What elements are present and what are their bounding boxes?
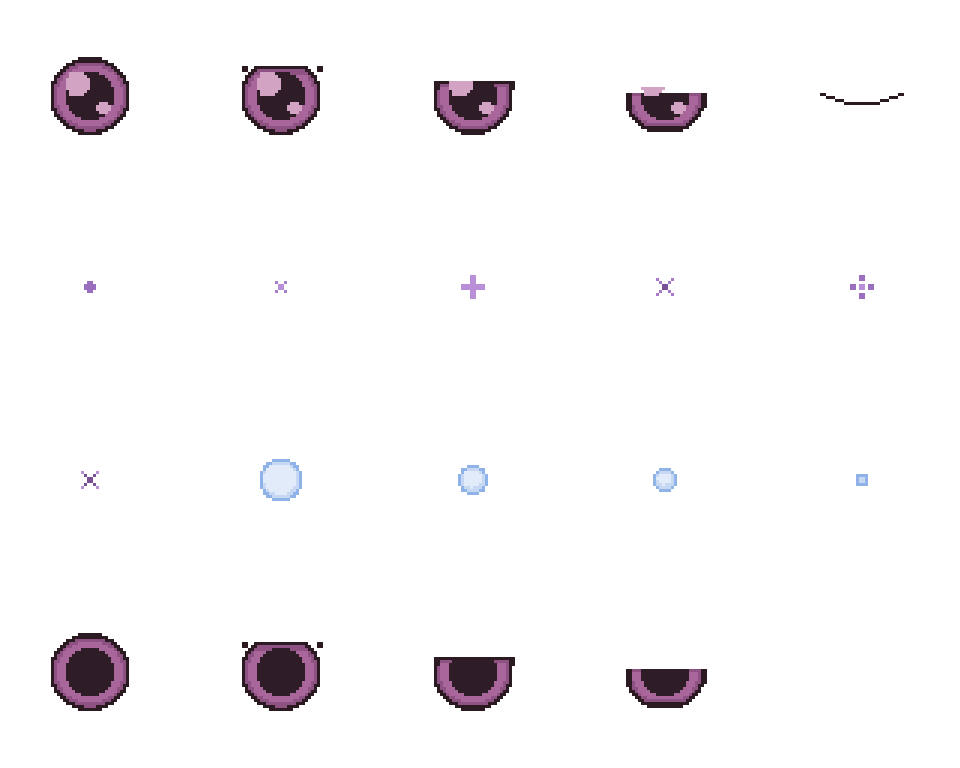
- eye-plain-open-three-quarter: [233, 624, 329, 720]
- sparkle-large-plus: [455, 269, 491, 305]
- sparkle-four-point-star: [844, 269, 880, 305]
- bubble-large: [257, 456, 305, 504]
- eye-plain-half-closed: [425, 624, 521, 720]
- bubble-small: [641, 456, 689, 504]
- sparkle-large-x: [647, 269, 683, 305]
- sparkle-burst-x: [72, 462, 108, 498]
- sparkle-small-x: [263, 269, 299, 305]
- eye-closed-line: [814, 48, 910, 144]
- eye-open-full: [42, 48, 138, 144]
- eye-half-closed: [425, 48, 521, 144]
- eye-open-three-quarter: [233, 48, 329, 144]
- eye-nearly-closed: [617, 48, 713, 144]
- eye-plain-nearly-closed: [617, 624, 713, 720]
- sparkle-tiny-plus: [72, 269, 108, 305]
- bubble-tiny: [838, 456, 886, 504]
- bubble-medium: [449, 456, 497, 504]
- eye-plain-open-full: [42, 624, 138, 720]
